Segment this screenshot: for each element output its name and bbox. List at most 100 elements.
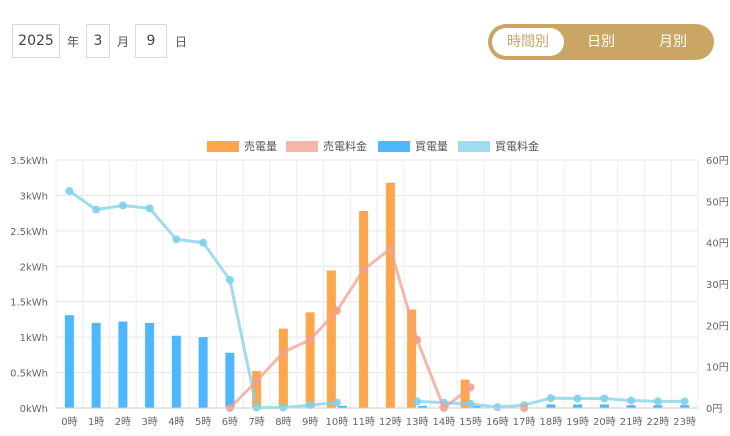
buy-price-point bbox=[413, 397, 422, 406]
buy-price-point bbox=[92, 205, 101, 214]
buy-price-point bbox=[225, 275, 234, 284]
buy-price-point bbox=[172, 235, 181, 244]
x-tick-label: 2時 bbox=[115, 416, 131, 428]
buy-price-point bbox=[680, 397, 689, 406]
x-tick-label: 4時 bbox=[168, 416, 184, 428]
x-tick-label: 18時 bbox=[540, 416, 563, 428]
buy-amount-bar bbox=[225, 352, 235, 408]
buy-price-point bbox=[145, 204, 154, 213]
y-left-tick-label: 2.5kWh bbox=[10, 227, 48, 238]
sell-amount-bar bbox=[460, 379, 470, 408]
buy-price-point bbox=[199, 238, 208, 247]
buy-amount-bar bbox=[626, 405, 636, 408]
buy-amount-bar bbox=[337, 405, 347, 408]
x-tick-label: 13時 bbox=[406, 416, 429, 428]
x-tick-label: 8時 bbox=[275, 416, 291, 428]
x-tick-label: 14時 bbox=[433, 416, 456, 428]
sell-price-point bbox=[252, 377, 261, 386]
buy-price-point bbox=[65, 187, 74, 195]
y-right-tick-label: 30円 bbox=[706, 280, 729, 291]
x-tick-label: 11時 bbox=[352, 416, 375, 428]
y-left-tick-label: 1kWh bbox=[20, 333, 48, 344]
legend-label: 売電量 bbox=[244, 140, 277, 153]
tab-hourly[interactable]: 時間別 bbox=[492, 28, 564, 56]
chart-axes: 0kWh 0.5kWh 1kWh 1.5kWh 2kWh 2.5kWh 3kWh 3.5kWh… bbox=[10, 156, 729, 428]
sell-price-line bbox=[228, 247, 472, 410]
buy-amount-bar bbox=[91, 322, 101, 408]
buy-price-point bbox=[573, 394, 582, 403]
chart-legend: 売電量 売電料金 買電量 買電料金 bbox=[207, 139, 539, 153]
sell-price-point bbox=[332, 306, 341, 315]
sell-price-point bbox=[386, 244, 395, 253]
year-input[interactable]: 2025 bbox=[12, 24, 60, 58]
buy-amount-bar bbox=[471, 405, 481, 408]
x-tick-label: 23時 bbox=[673, 416, 696, 428]
legend-label: 買電料金 bbox=[495, 139, 539, 153]
y-left-tick-label: 0.5kWh bbox=[10, 369, 48, 380]
y-right-tick-label: 60円 bbox=[706, 156, 729, 167]
sell-price-point bbox=[279, 348, 288, 357]
sell-price-point bbox=[359, 265, 368, 274]
y-left-tick-label: 1.5kWh bbox=[10, 298, 48, 309]
sell-amount-bar bbox=[278, 328, 288, 408]
sell-amount-bar bbox=[326, 270, 336, 408]
x-tick-label: 20時 bbox=[593, 416, 616, 428]
y-right-tick-label: 50円 bbox=[706, 197, 729, 208]
sell-amount-bar bbox=[305, 312, 315, 408]
legend-swatch bbox=[378, 141, 410, 152]
x-tick-label: 9時 bbox=[302, 416, 318, 428]
buy-amount-bar bbox=[64, 315, 74, 408]
sell-price-point bbox=[306, 335, 315, 344]
month-label: 月 bbox=[117, 35, 130, 49]
month-input[interactable]: 3 bbox=[86, 24, 110, 58]
view-toggle: 時間別 日別 月別 bbox=[488, 24, 714, 60]
buy-price-point bbox=[653, 397, 662, 406]
buy-price-point bbox=[306, 401, 315, 410]
tab-monthly[interactable]: 月別 bbox=[659, 34, 687, 50]
buy-price-point bbox=[546, 394, 555, 403]
buy-amount-bar bbox=[171, 335, 181, 408]
y-right-tick-label: 10円 bbox=[706, 363, 729, 374]
day-input[interactable]: 9 bbox=[135, 24, 167, 58]
buy-price-point bbox=[332, 398, 341, 407]
y-right-tick-label: 40円 bbox=[706, 239, 729, 250]
x-tick-label: 12時 bbox=[379, 416, 402, 428]
x-tick-label: 7時 bbox=[248, 416, 264, 428]
legend-label: 売電料金 bbox=[323, 139, 367, 153]
y-left-tick-label: 3.5kWh bbox=[10, 156, 48, 167]
buy-price-point bbox=[493, 403, 502, 412]
buy-price-point bbox=[118, 201, 127, 210]
chart-grid bbox=[55, 159, 699, 409]
x-tick-label: 21時 bbox=[620, 416, 643, 428]
buy-amount-bar bbox=[680, 405, 690, 408]
tab-daily[interactable]: 日別 bbox=[587, 34, 615, 50]
sell-price-point bbox=[413, 335, 422, 344]
y-right-tick-label: 0円 bbox=[706, 404, 722, 415]
buy-amount-bar bbox=[418, 405, 428, 408]
sell-price-point bbox=[466, 383, 475, 392]
chart-bars bbox=[64, 182, 690, 408]
buy-price-point bbox=[466, 399, 475, 408]
y-left-tick-label: 0kWh bbox=[20, 404, 48, 415]
x-tick-label: 17時 bbox=[513, 416, 536, 428]
x-tick-label: 3時 bbox=[141, 416, 157, 428]
buy-amount-bar bbox=[573, 404, 583, 408]
legend-swatch bbox=[207, 141, 239, 152]
y-left-tick-label: 3kWh bbox=[20, 191, 48, 202]
sell-amount-bar bbox=[407, 309, 417, 408]
sell-amount-bar bbox=[385, 182, 395, 408]
buy-amount-bar bbox=[653, 405, 663, 408]
buy-amount-bar bbox=[198, 337, 208, 408]
x-tick-label: 0時 bbox=[61, 416, 77, 428]
x-tick-label: 6時 bbox=[222, 416, 238, 428]
sell-amount-bar bbox=[359, 211, 369, 408]
x-tick-label: 16時 bbox=[486, 416, 509, 428]
buy-amount-bar bbox=[546, 404, 556, 408]
legend-label: 買電量 bbox=[415, 140, 448, 153]
x-tick-label: 10時 bbox=[326, 416, 349, 428]
x-tick-label: 1時 bbox=[88, 416, 104, 428]
x-tick-label: 15時 bbox=[459, 416, 482, 428]
chart-lines bbox=[65, 187, 689, 412]
y-right-tick-label: 20円 bbox=[706, 321, 729, 332]
